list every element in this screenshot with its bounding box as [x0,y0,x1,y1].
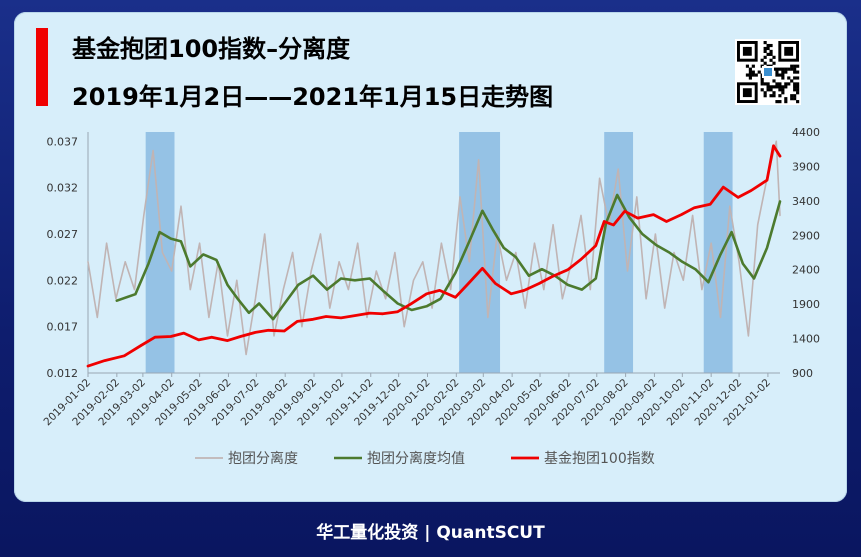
y-right-tick-label: 1400 [792,333,820,346]
plot-area [88,132,780,373]
legend-item: 抱团分离度 [195,450,298,467]
legend-item: 基金抱团100指数 [511,450,655,467]
y-right-tick-label: 3900 [792,160,820,173]
y-right-tick-label: 1900 [792,298,820,311]
y-left-tick-label: 0.032 [47,182,79,195]
y-right-tick-label: 2900 [792,229,820,242]
legend-label: 基金抱团100指数 [544,450,655,467]
y-right-tick-label: 2400 [792,264,820,277]
y-left-tick-label: 0.012 [47,367,79,380]
qr-code-icon [735,39,801,105]
y-left-tick-label: 0.022 [47,274,79,287]
series-line-separation-mean [115,193,782,321]
chart-subtitle: 2019年1月2日——2021年1月15日走势图 [72,83,554,111]
legend-label: 抱团分离度均值 [367,450,465,467]
y-left-tick-label: 0.017 [47,321,79,334]
series-line-index [86,144,782,368]
y-right-tick-label: 900 [792,367,813,380]
y-left-tick-label: 0.037 [47,135,79,148]
chart-title: 基金抱团100指数–分离度 [72,35,351,63]
y-right-tick-label: 3400 [792,195,820,208]
shaded-period [703,132,733,373]
title-accent-bar [36,28,48,106]
legend-label: 抱团分离度 [228,450,298,467]
y-right-tick-label: 4400 [792,126,820,139]
y-left-tick-label: 0.027 [47,228,79,241]
shaded-period [604,132,634,373]
series-line-separation [87,140,781,356]
footer-brand: 华工量化投资 | QuantSCUT [316,523,545,543]
legend-item: 抱团分离度均值 [334,450,465,467]
